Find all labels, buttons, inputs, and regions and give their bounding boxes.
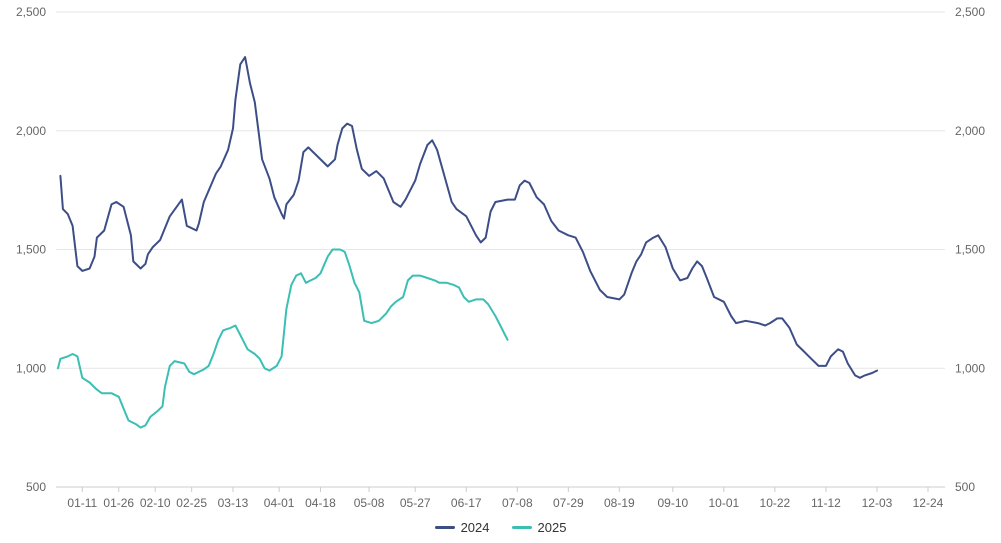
legend: 2024 2025 bbox=[0, 520, 1001, 535]
x-tick-label: 07-08 bbox=[502, 496, 533, 510]
x-tick-label: 11-12 bbox=[811, 496, 841, 510]
x-tick-label: 02-10 bbox=[140, 496, 171, 510]
y-tick-label-right: 1,000 bbox=[955, 361, 985, 375]
x-tick-label: 01-11 bbox=[67, 496, 97, 510]
y-tick-label-left: 1,000 bbox=[16, 361, 46, 375]
x-tick-label: 04-18 bbox=[305, 496, 336, 510]
y-tick-label-left: 2,000 bbox=[16, 124, 46, 138]
series-line-2024 bbox=[59, 56, 878, 379]
x-tick-label: 09-10 bbox=[657, 496, 688, 510]
x-tick-label: 03-13 bbox=[218, 496, 249, 510]
legend-item-2025[interactable]: 2025 bbox=[511, 520, 567, 535]
legend-swatch-2024 bbox=[434, 526, 455, 529]
x-tick-label: 01-26 bbox=[103, 496, 134, 510]
x-tick-label: 06-17 bbox=[451, 496, 482, 510]
y-tick-label-left: 2,500 bbox=[16, 5, 46, 19]
y-tick-label-left: 1,500 bbox=[16, 243, 46, 257]
legend-item-2024[interactable]: 2024 bbox=[434, 520, 490, 535]
series-line-2025 bbox=[57, 248, 509, 429]
y-tick-label-right: 2,500 bbox=[955, 5, 985, 19]
y-tick-label-left: 500 bbox=[26, 480, 46, 494]
x-tick-label: 07-29 bbox=[553, 496, 584, 510]
y-tick-label-right: 1,500 bbox=[955, 243, 985, 257]
x-tick-label: 10-22 bbox=[760, 496, 791, 510]
x-tick-label: 12-03 bbox=[862, 496, 893, 510]
legend-label-2025: 2025 bbox=[537, 520, 567, 535]
x-tick-label: 12-24 bbox=[913, 496, 944, 510]
x-tick-label: 10-01 bbox=[709, 496, 740, 510]
x-tick-label: 04-01 bbox=[264, 496, 295, 510]
x-tick-label: 02-25 bbox=[176, 496, 207, 510]
y-tick-label-right: 2,000 bbox=[955, 124, 985, 138]
legend-swatch-2025 bbox=[511, 526, 532, 529]
y-tick-label-right: 500 bbox=[955, 480, 975, 494]
x-tick-label: 08-19 bbox=[604, 496, 635, 510]
legend-label-2024: 2024 bbox=[460, 520, 490, 535]
x-tick-label: 05-08 bbox=[354, 496, 385, 510]
x-tick-label: 05-27 bbox=[400, 496, 431, 510]
